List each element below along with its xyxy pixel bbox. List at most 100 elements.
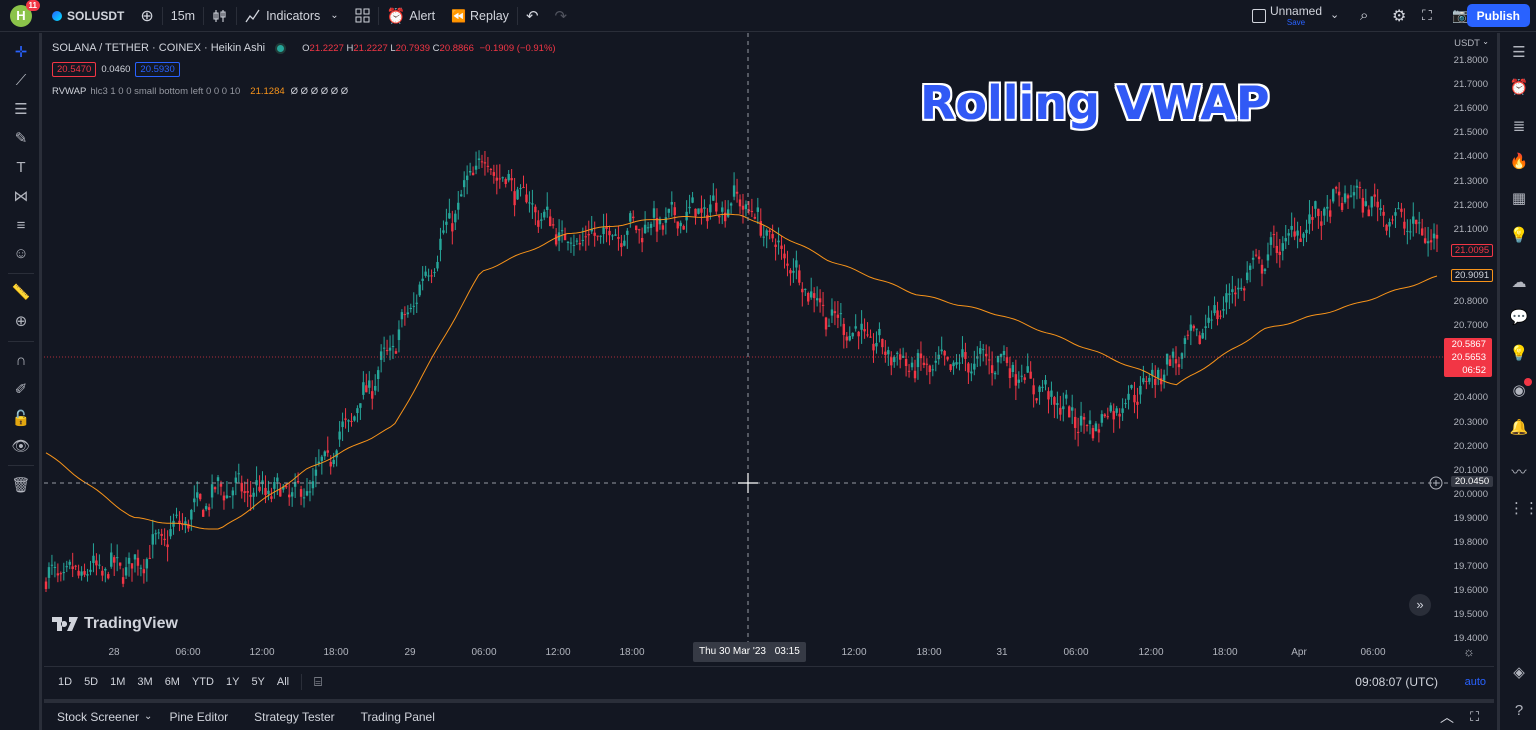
symbol-title[interactable]: SOLANA / TETHER · COINEX · Heikin Ashi	[52, 42, 266, 54]
tab-trading-panel[interactable]: Trading Panel	[360, 709, 435, 724]
range-1m-button[interactable]: 1M	[110, 675, 126, 688]
candle-down	[1159, 378, 1163, 385]
time-axis[interactable]: 28 06:00 12:00 18:00 29 06:00 12:00 18:00 12:00 1…	[44, 641, 1494, 665]
user-avatar[interactable]: H 11	[10, 0, 40, 27]
watchlist-icon[interactable]: ☰	[1512, 44, 1526, 61]
auto-scale-button[interactable]: auto	[1464, 675, 1486, 688]
candle-up	[602, 227, 605, 235]
snapshot-button[interactable]: 📷	[1444, 0, 1477, 32]
lock-drawing-icon[interactable]: ✐	[14, 381, 28, 398]
ruler-icon[interactable]: 📏	[11, 284, 31, 301]
tradingview-logo[interactable]: TradingView	[52, 615, 178, 633]
notifications-icon[interactable]: 🔔	[1509, 419, 1529, 436]
zoom-in-icon[interactable]: ⊕	[14, 313, 28, 330]
alerts-clock-icon[interactable]: ⏰	[1509, 79, 1529, 96]
candle-up	[1020, 375, 1023, 377]
candle-up	[234, 477, 238, 483]
brush-icon[interactable]: ✎	[14, 130, 28, 147]
undo-button[interactable]: ↶	[518, 0, 547, 32]
text-icon[interactable]: T	[16, 159, 26, 176]
sell-price-box[interactable]: 20.5470	[52, 61, 97, 77]
settings-button[interactable]: ⚙	[1384, 0, 1414, 32]
compare-symbol-button[interactable]: ⊕	[132, 0, 161, 32]
horizontal-lines-icon[interactable]: ☰	[14, 101, 28, 118]
layout-select-button[interactable]	[1244, 0, 1274, 32]
tab-strategy-tester[interactable]: Strategy Tester	[254, 709, 335, 724]
ideas-icon[interactable]: 💡	[1509, 227, 1529, 244]
help-icon[interactable]: ?	[1514, 702, 1524, 719]
dom-icon[interactable]: ⋮⋮	[1509, 500, 1536, 517]
magnet-icon[interactable]: ∩	[15, 352, 27, 369]
layers-icon[interactable]: ◈	[1513, 664, 1525, 681]
price-chart[interactable]	[44, 33, 1450, 663]
interval-button[interactable]: 15m	[163, 0, 203, 32]
range-5y-button[interactable]: 5Y	[251, 675, 265, 688]
smiley-icon[interactable]: ☺	[13, 245, 29, 262]
maximize-panel-icon[interactable]: ⛶	[1470, 708, 1480, 724]
candle-up	[982, 349, 985, 351]
replay-button[interactable]: ⏪ Replay	[443, 0, 517, 32]
chat-icon[interactable]: 💬	[1509, 309, 1529, 326]
symbol-search-button[interactable]: SOLUSDT	[44, 0, 132, 32]
range-5d-button[interactable]: 5D	[84, 675, 99, 688]
range-1d-button[interactable]: 1D	[58, 675, 73, 688]
streams-icon[interactable]: ☁	[1511, 274, 1527, 291]
candle-up	[457, 202, 460, 210]
redo-button[interactable]: ↷	[547, 0, 576, 32]
eye-icon[interactable]: 👁	[11, 438, 31, 455]
trend-line-icon[interactable]: ⟋	[15, 72, 27, 89]
clock[interactable]: 09:08:07 (UTC)	[1355, 674, 1438, 689]
tab-pine-editor[interactable]: Pine Editor	[169, 709, 229, 724]
candle-down	[1403, 221, 1406, 229]
forecast-icon[interactable]: ≡	[16, 217, 26, 234]
save-status: Save	[1286, 18, 1306, 27]
candle-up	[92, 555, 95, 563]
time-axis-settings-icon[interactable]: ☼	[1463, 644, 1475, 659]
alert-button[interactable]: ⏰ Alert	[379, 0, 443, 32]
range-all-button[interactable]: All	[276, 675, 290, 688]
idea-bulb-icon[interactable]: 💡	[1509, 345, 1529, 362]
data-window-icon[interactable]: ≣	[1512, 118, 1526, 135]
candle-up	[1281, 243, 1284, 251]
pattern-icon[interactable]: ⋈	[13, 188, 29, 205]
candle-down	[107, 574, 110, 579]
chart-pane[interactable]	[44, 33, 1450, 663]
candle-down	[329, 461, 332, 467]
publish-button[interactable]: Publish	[1466, 4, 1530, 27]
search-button[interactable]: ⌕	[1352, 0, 1376, 32]
chevron-down-icon[interactable]: ⌄	[1330, 9, 1340, 21]
currency-label[interactable]: USDT	[1454, 38, 1480, 49]
candle-up	[1228, 293, 1231, 295]
tab-stock-screener[interactable]: Stock Screener	[57, 709, 140, 724]
trash-icon[interactable]: 🗑	[11, 477, 31, 494]
chevron-down-icon[interactable]: ⌄	[144, 711, 153, 722]
fullscreen-button[interactable]: ⛶	[1414, 0, 1440, 32]
calendar-icon[interactable]: ▦	[1511, 190, 1527, 207]
candle-down	[549, 216, 552, 227]
chart-type-button[interactable]	[204, 0, 236, 32]
broadcast-icon[interactable]: ◉	[1512, 382, 1526, 399]
candle-up	[652, 208, 656, 218]
range-ytd-button[interactable]: YTD	[191, 675, 214, 688]
scroll-to-realtime-button[interactable]: »	[1409, 594, 1431, 616]
layout-name-button[interactable]: Unnamed Save	[1270, 4, 1322, 27]
buy-price-box[interactable]: 20.5930	[135, 61, 180, 77]
range-6m-button[interactable]: 6M	[164, 675, 180, 688]
collapse-panel-icon[interactable]: ︿	[1440, 708, 1454, 725]
indicator-name[interactable]: RVWAP	[52, 85, 87, 97]
indicators-button[interactable]: Indicators ⌄	[237, 0, 347, 32]
price-axis[interactable]: USDT ⌄ 21.8000 21.7000 21.6000 21.5000 21.40…	[1444, 33, 1494, 663]
goto-date-icon[interactable]: ⌸	[314, 673, 322, 689]
candle-up	[1094, 423, 1098, 432]
candle-up	[1355, 185, 1359, 188]
range-1y-button[interactable]: 1Y	[225, 675, 240, 688]
crosshair-icon[interactable]: ✛	[14, 44, 28, 61]
candle-down	[866, 334, 869, 336]
trading-panel-icon[interactable]: 〰	[1511, 464, 1527, 481]
range-3m-button[interactable]: 3M	[137, 675, 153, 688]
hotlists-icon[interactable]: 🔥	[1509, 153, 1529, 170]
candle-down	[904, 358, 908, 367]
candle-down	[738, 199, 742, 207]
lock-icon[interactable]: 🔓	[11, 410, 31, 427]
templates-button[interactable]	[347, 0, 378, 32]
